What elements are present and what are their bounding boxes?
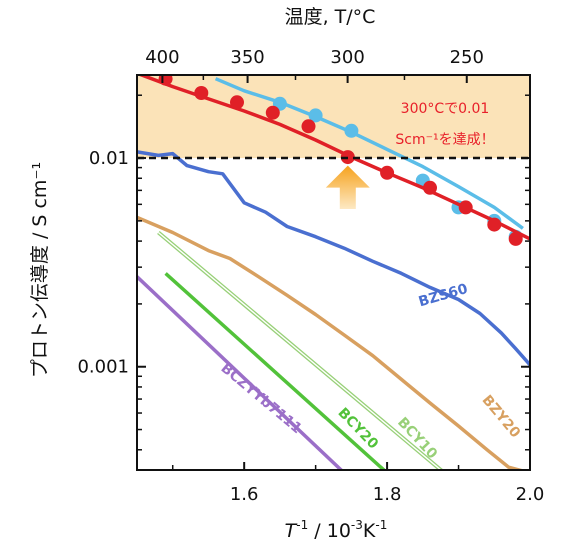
series-fit-6-marker [508, 231, 523, 246]
x-tick-label: 2.0 [516, 484, 545, 505]
x-axis-title-sup1: -1 [296, 518, 308, 532]
y-axis-title: プロトン伝導度 / S cm⁻¹ [29, 162, 51, 378]
x-tick-label: 1.8 [373, 484, 402, 505]
x-axis-title-sup3: -1 [375, 518, 387, 532]
series-bcy20-line [164, 272, 387, 470]
series-fit-6-marker [265, 105, 280, 120]
y-tick-label: 0.01 [89, 148, 129, 169]
series-fit-5-fit-line [214, 77, 524, 230]
axes-layer: 1.6 1.8 2.0 400 350 300 250 0.001 0.01 [77, 47, 544, 505]
series-fit-6-marker [194, 86, 209, 100]
series-label-bczyyb7111: BCZYYb7111 [217, 360, 304, 437]
series-bzs60-line [137, 150, 530, 367]
series-fit-5-marker [308, 108, 323, 123]
top-tick-label: 300 [330, 47, 364, 68]
annotation-line2: Scm⁻¹を達成！ [395, 132, 494, 148]
x-axis-title-K: K [363, 520, 376, 542]
series-fit-6-marker [158, 75, 173, 86]
x-axis-title: T-1 / 10-3K-1 [285, 518, 388, 542]
series-bcy10-line-inner [157, 231, 442, 470]
series-fit-6-marker [301, 119, 316, 134]
top-axis-title: 温度, T/°C [285, 6, 376, 28]
series-layer [137, 75, 530, 470]
series-fit-6-marker [458, 200, 473, 215]
series-bczyyb7111-line [137, 275, 344, 470]
series-label-bzy20: BZY20 [479, 392, 524, 441]
series-fit-5-marker [344, 123, 359, 138]
x-axis-title-T: T [285, 520, 298, 542]
top-tick-label: 350 [230, 47, 264, 68]
annotation-line1: 300°Cで0.01 [401, 101, 490, 117]
x-axis-title-sup2: -3 [351, 518, 363, 532]
series-fit-6-marker [230, 95, 244, 110]
x-tick-label: 1.6 [230, 484, 259, 505]
y-tick-label: 0.001 [77, 357, 129, 378]
series-bzy20-line [137, 215, 526, 470]
improvement-arrow [325, 165, 370, 209]
plot-frame [136, 74, 531, 471]
series-fit-6-marker [423, 180, 437, 195]
series-fit-6-marker [380, 165, 395, 180]
top-tick-label: 250 [450, 47, 484, 68]
series-fit-6-marker [487, 217, 502, 232]
x-axis-title-mid: / 10 [308, 520, 351, 542]
top-tick-label: 400 [145, 47, 179, 68]
